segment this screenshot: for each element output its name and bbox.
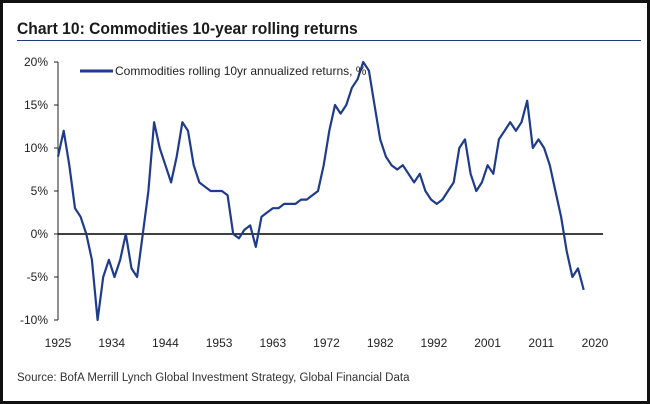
y-tick-label: 20% [24, 55, 48, 69]
y-tick-label: 10% [24, 141, 48, 155]
line-chart: 20% 15% 10% 5% 0% -5% -10% 1925 1934 1944 1953 1963… [20, 55, 609, 350]
x-tick-label: 1944 [152, 336, 179, 350]
x-tick-label: 1953 [206, 336, 233, 350]
x-tick-label: 2020 [582, 336, 609, 350]
y-tick-label: 15% [24, 98, 48, 112]
y-tick-label: -5% [27, 270, 49, 284]
y-tick-label: -10% [20, 313, 48, 327]
source-note: Source: BofA Merrill Lynch Global Invest… [17, 372, 410, 384]
title-rule [17, 40, 641, 41]
y-tick-label: 0% [31, 227, 49, 241]
x-tick-label: 2001 [474, 336, 501, 350]
x-tick-label: 1934 [98, 336, 125, 350]
series-line [56, 60, 585, 322]
x-tick-label: 1963 [259, 336, 286, 350]
x-tick-label: 1925 [45, 336, 72, 350]
x-tick-label: 1992 [421, 336, 448, 350]
x-tick-label: 1972 [313, 336, 340, 350]
chart-title: Chart 10: Commodities 10-year rolling re… [17, 19, 358, 38]
x-tick-label: 1982 [367, 336, 394, 350]
x-tick-label: 2011 [528, 336, 554, 350]
y-tick-label: 5% [31, 184, 49, 198]
legend-label: Commodities rolling 10yr annualized retu… [115, 64, 367, 78]
